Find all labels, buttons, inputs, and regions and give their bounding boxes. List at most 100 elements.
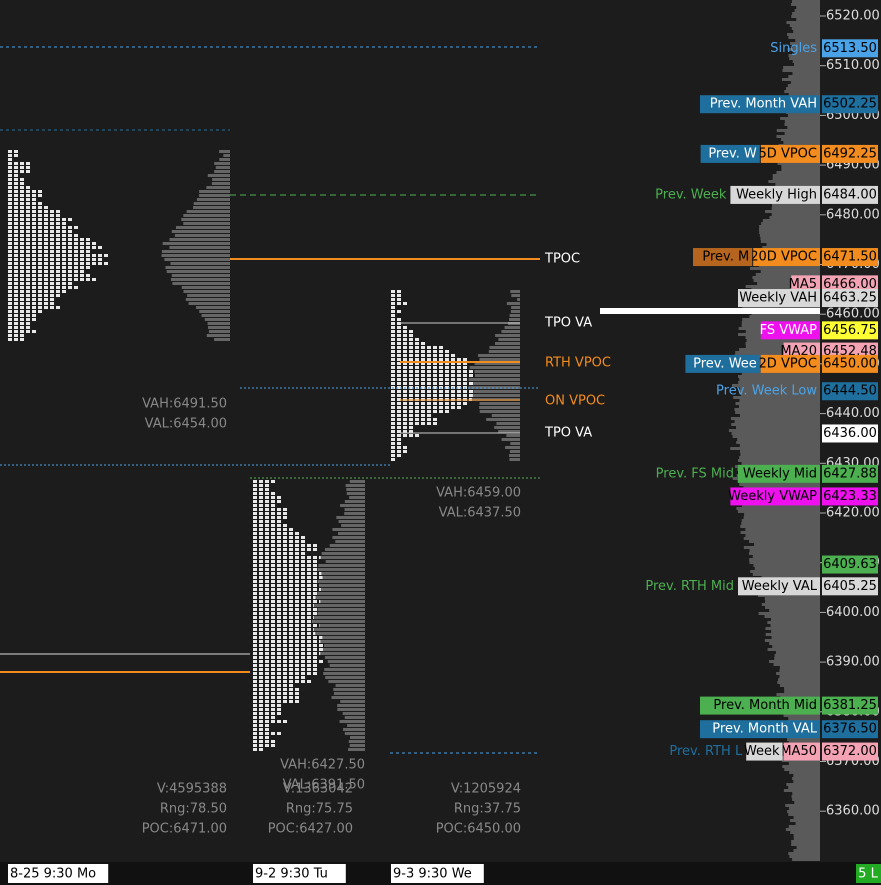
volume-bar (741, 372, 820, 375)
volume-bar (781, 165, 820, 168)
tpo-letter (289, 628, 293, 631)
tpo-letter (301, 600, 305, 603)
tpo-letter (44, 206, 48, 209)
tpo-letter (20, 286, 24, 289)
tpo-letter (403, 370, 407, 373)
tpo-letter (8, 234, 12, 237)
tpo-letter (271, 536, 275, 539)
tpo-letter (409, 346, 413, 349)
tpo-letter (20, 270, 24, 273)
volume-bar (772, 174, 820, 177)
volume-bar (754, 567, 820, 570)
tpo-letter (313, 624, 317, 627)
tpo-letter (403, 338, 407, 341)
tpo-letter (283, 584, 287, 587)
volume-bar (789, 42, 820, 45)
tpo-letter (289, 648, 293, 651)
tpo-letter (307, 644, 311, 647)
tpo-letter (271, 568, 275, 571)
tpo-letter (277, 520, 281, 523)
tpo-letter (86, 274, 90, 277)
tpo-letter (8, 166, 12, 169)
tpo-letter (277, 544, 281, 547)
price-tick-label: 6390.00 (826, 655, 880, 670)
tpo-letter (415, 338, 419, 341)
volume-bar (731, 384, 820, 387)
tpo-letter (68, 238, 72, 241)
tpo-letter (427, 394, 431, 397)
tpo-letter (259, 500, 263, 503)
tpo-letter (277, 508, 281, 511)
tpo-letter (259, 656, 263, 659)
tpo-letter (26, 210, 30, 213)
tpo-letter (313, 648, 317, 651)
tpo-letter (20, 186, 24, 189)
tpo-letter (14, 306, 18, 309)
tpo-letter (50, 254, 54, 257)
tpo-letter (8, 210, 12, 213)
tpo-letter (283, 684, 287, 687)
volume-bar (161, 254, 230, 257)
session-summary: V:1205924 (451, 782, 521, 797)
level-tag: MA50 (780, 744, 817, 759)
volume-bar (317, 592, 365, 595)
tpo-letter (32, 206, 36, 209)
tpo-letter (20, 262, 24, 265)
tpo-letter (421, 342, 425, 345)
tpo-letter (415, 374, 419, 377)
tpo-letter (271, 624, 275, 627)
tpo-letter (80, 270, 84, 273)
volume-bar (505, 446, 520, 449)
tpo-letter (391, 306, 395, 309)
tpo-letter (313, 644, 317, 647)
price-box (822, 696, 878, 715)
tpo-letter (259, 692, 263, 695)
tpo-letter (92, 246, 96, 249)
volume-bar (315, 632, 365, 635)
tpo-letter (289, 588, 293, 591)
tpo-letter (307, 568, 311, 571)
tpo-letter (457, 394, 461, 397)
level-tag: 5D VPOC (759, 146, 817, 161)
tpo-letter (8, 318, 12, 321)
tpo-letter (301, 612, 305, 615)
volume-bar (321, 572, 365, 575)
volume-bar (785, 828, 820, 831)
volume-bar (744, 513, 820, 516)
price-box (822, 464, 878, 483)
tpo-letter (44, 302, 48, 305)
tpo-letter (283, 660, 287, 663)
tpo-letter (277, 584, 281, 587)
tpo-letter (8, 206, 12, 209)
tpo-letter (397, 350, 401, 353)
tpo-letter (265, 588, 269, 591)
tpo-letter (265, 520, 269, 523)
tpo-letter (32, 246, 36, 249)
tpo-letter (20, 274, 24, 277)
volume-bar (345, 484, 365, 487)
tpo-letter (307, 592, 311, 595)
tpo-letter (26, 266, 30, 269)
tpo-letter (283, 644, 287, 647)
tpo-letter (277, 668, 281, 671)
tpo-letter (44, 306, 48, 309)
tpo-letter (415, 370, 419, 373)
tpo-letter (271, 712, 275, 715)
volume-bar (755, 273, 820, 276)
tpo-letter (14, 230, 18, 233)
tpo-letter (403, 378, 407, 381)
price-label: 6436.00 (823, 426, 877, 441)
tpo-letter (397, 438, 401, 441)
tpo-letter (283, 612, 287, 615)
volume-bar (795, 822, 820, 825)
tpo-letter (271, 652, 275, 655)
tpo-letter (427, 382, 431, 385)
tpo-letter (8, 254, 12, 257)
tpo-letter (80, 254, 84, 257)
tpo-letter (289, 556, 293, 559)
tpo-letter (20, 302, 24, 305)
tpo-letter (14, 166, 18, 169)
tpo-letter (80, 242, 84, 245)
tpo-letter (295, 592, 299, 595)
tpo-letter (391, 358, 395, 361)
